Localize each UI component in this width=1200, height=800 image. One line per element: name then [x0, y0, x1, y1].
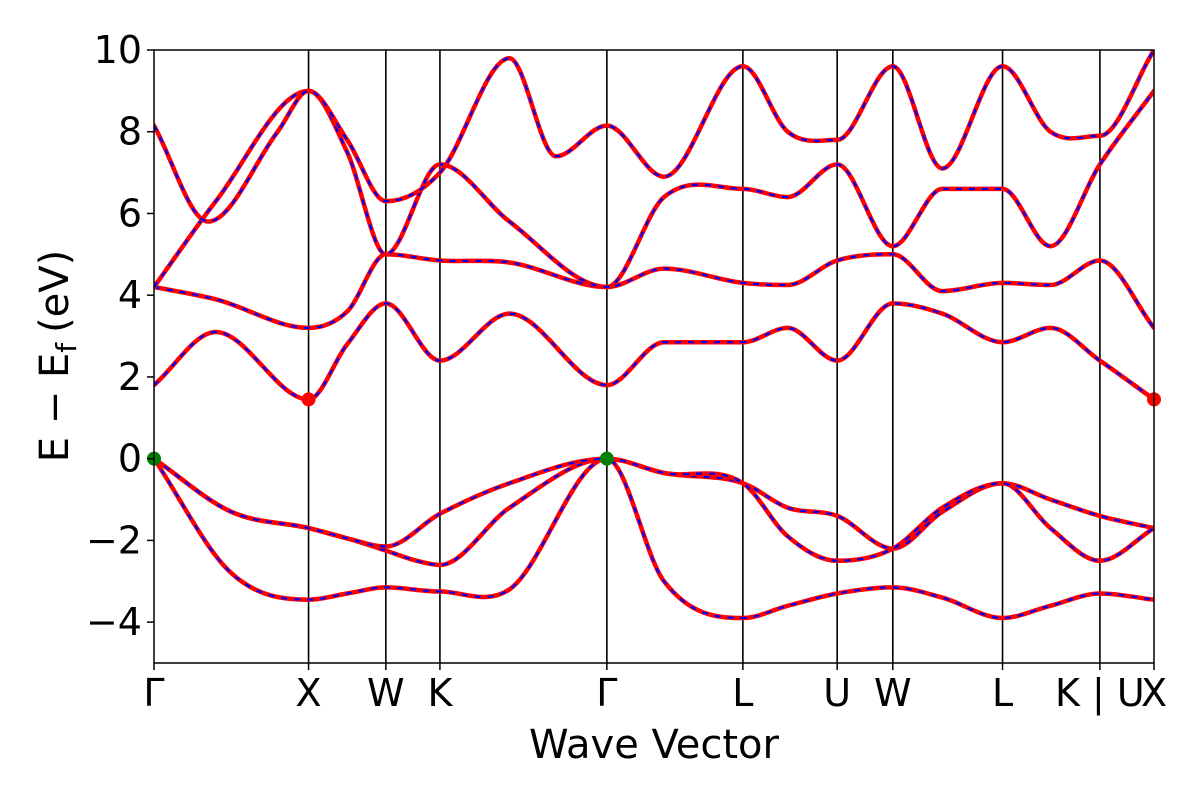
x-tick-label: L: [732, 671, 753, 715]
vbm-marker: [599, 451, 614, 466]
band-line-blue: [154, 457, 1154, 566]
band-line-blue: [154, 457, 1154, 562]
y-axis-label-unit: (eV): [32, 250, 78, 333]
band-edge-markers: [147, 392, 1161, 466]
band-line-red: [154, 88, 1154, 290]
x-tick-label: L: [992, 671, 1013, 715]
x-tick-label: Γ: [596, 671, 617, 715]
kpath-divider-lines: [307, 50, 1101, 663]
x-tick-label: W: [874, 671, 912, 715]
band-line-blue: [154, 457, 1154, 620]
y-axis-label: E − Ef (eV): [32, 250, 83, 463]
band-line-red: [154, 456, 1154, 564]
band-line-blue: [154, 253, 1154, 329]
y-axis-label-main: E − E: [32, 353, 78, 463]
x-tick-label: W: [367, 671, 405, 715]
y-axis-ticks: −4 −2 0 2 4 6 8 10: [86, 28, 154, 644]
band-line-red: [154, 252, 1154, 331]
x-tick-label: K: [427, 671, 453, 715]
y-tick-label: 6: [118, 191, 142, 235]
band-line-red: [154, 301, 1154, 402]
y-tick-label: 0: [118, 437, 142, 481]
y-tick-label: 10: [94, 28, 142, 72]
band-line-red: [154, 456, 1154, 568]
cbm-marker: [301, 392, 316, 407]
x-tick-label: U: [823, 671, 851, 715]
band-lines: [154, 50, 1154, 621]
band-line-red: [154, 50, 1154, 224]
x-tick-label: K | U: [1055, 671, 1145, 716]
x-tick-label: X: [296, 671, 322, 715]
x-tick-label: Γ: [143, 671, 164, 715]
y-tick-label: −2: [86, 518, 142, 562]
band-line-blue: [154, 50, 1154, 223]
y-tick-label: −4: [86, 600, 142, 644]
plot-frame: [153, 49, 1155, 664]
x-tick-label: X: [1141, 671, 1167, 715]
y-tick-label: 8: [118, 110, 142, 154]
x-axis-label: Wave Vector: [529, 722, 780, 768]
y-axis-label-sub: f: [50, 342, 83, 353]
y-tick-label: 4: [118, 273, 142, 317]
band-line-blue: [154, 302, 1154, 401]
y-tick-label: 2: [118, 355, 142, 399]
